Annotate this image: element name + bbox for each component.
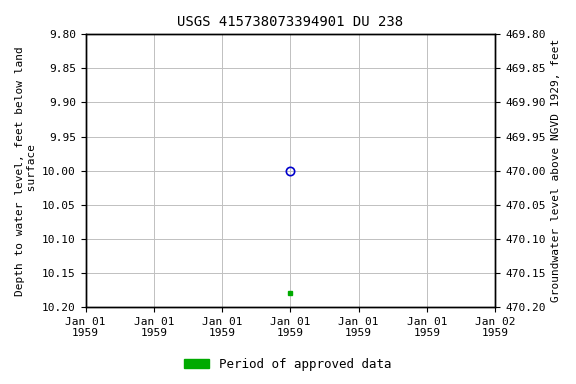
Y-axis label: Groundwater level above NGVD 1929, feet: Groundwater level above NGVD 1929, feet xyxy=(551,39,561,302)
Legend: Period of approved data: Period of approved data xyxy=(179,353,397,376)
Title: USGS 415738073394901 DU 238: USGS 415738073394901 DU 238 xyxy=(177,15,403,29)
Y-axis label: Depth to water level, feet below land
 surface: Depth to water level, feet below land su… xyxy=(15,46,37,296)
